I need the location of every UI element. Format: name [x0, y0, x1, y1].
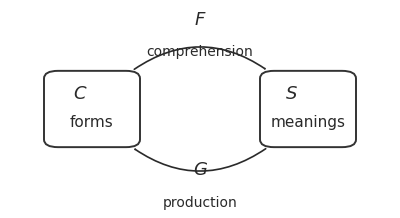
FancyBboxPatch shape: [44, 71, 140, 147]
Text: forms: forms: [70, 115, 114, 129]
Text: F: F: [195, 11, 205, 29]
FancyBboxPatch shape: [260, 71, 356, 147]
Text: G: G: [193, 161, 207, 179]
Text: meanings: meanings: [270, 115, 346, 129]
FancyArrowPatch shape: [134, 47, 265, 69]
Text: production: production: [163, 196, 237, 210]
Text: comprehension: comprehension: [147, 45, 253, 59]
FancyArrowPatch shape: [135, 149, 266, 171]
Text: C: C: [74, 85, 86, 103]
Text: S: S: [286, 85, 298, 103]
